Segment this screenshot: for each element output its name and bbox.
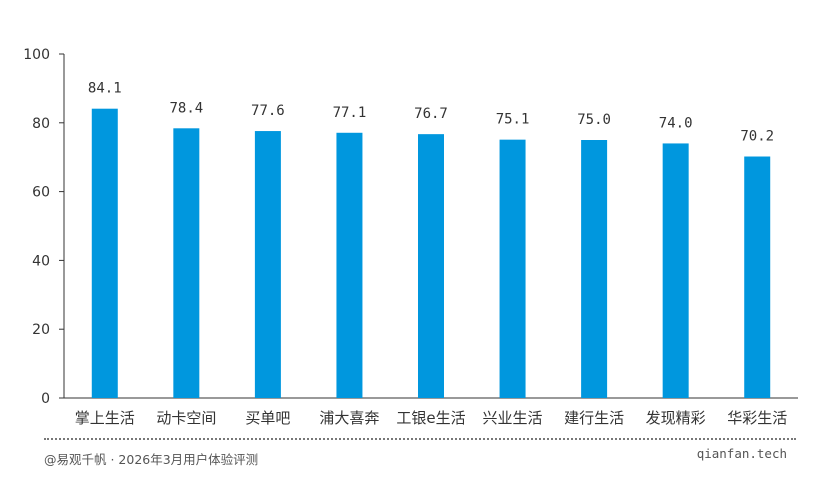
bars [91,108,771,399]
y-tick-label: 20 [32,322,50,338]
bar [91,108,118,399]
category-label: 买单吧 [245,409,290,427]
category-label: 浦大喜奔 [319,409,379,427]
data-label: 70.2 [740,129,774,145]
category-label: 动卡空间 [156,409,216,427]
bar [418,134,444,399]
footer-divider [44,438,796,440]
y-tick-label: 40 [32,253,50,269]
category-label: 兴业生活 [483,409,543,427]
y-tick-label: 60 [32,185,50,201]
category-label: 华彩生活 [727,409,787,427]
data-label: 74.0 [659,115,693,131]
data-label: 75.0 [577,112,611,128]
value-labels: 84.1 78.4 77.6 77.1 76.7 75.1 75.0 74.0 70.2 [88,81,774,145]
bar [662,143,689,398]
bar [254,131,281,398]
bar [173,128,200,398]
bar [581,140,608,398]
footer-site: qianfan.tech [696,446,787,461]
data-label: 77.6 [251,103,285,119]
y-axis: 0 20 40 60 80 100 [23,47,65,407]
bar [744,156,771,398]
footer-source: @易观千帆 · 2026年3月用户体验评测 [44,452,259,467]
y-tick-label: 100 [23,47,50,63]
category-label: 发现精彩 [646,409,706,427]
category-label: 掌上生活 [75,409,135,427]
data-label: 75.1 [496,112,530,128]
data-label: 77.1 [333,105,367,121]
bar [336,132,363,398]
y-tick-label: 80 [32,116,50,132]
category-label: 建行生活 [564,409,624,427]
data-label: 84.1 [88,81,122,97]
data-label: 78.4 [169,100,203,116]
data-label: 76.7 [414,106,448,122]
category-labels: 掌上生活 动卡空间 买单吧 浦大喜奔 工银e生活 兴业生活 建行生活 发现精彩 华彩生活 [75,409,787,427]
y-tick-label: 0 [41,391,50,407]
category-label: 工银e生活 [396,409,465,427]
bar [499,139,526,398]
